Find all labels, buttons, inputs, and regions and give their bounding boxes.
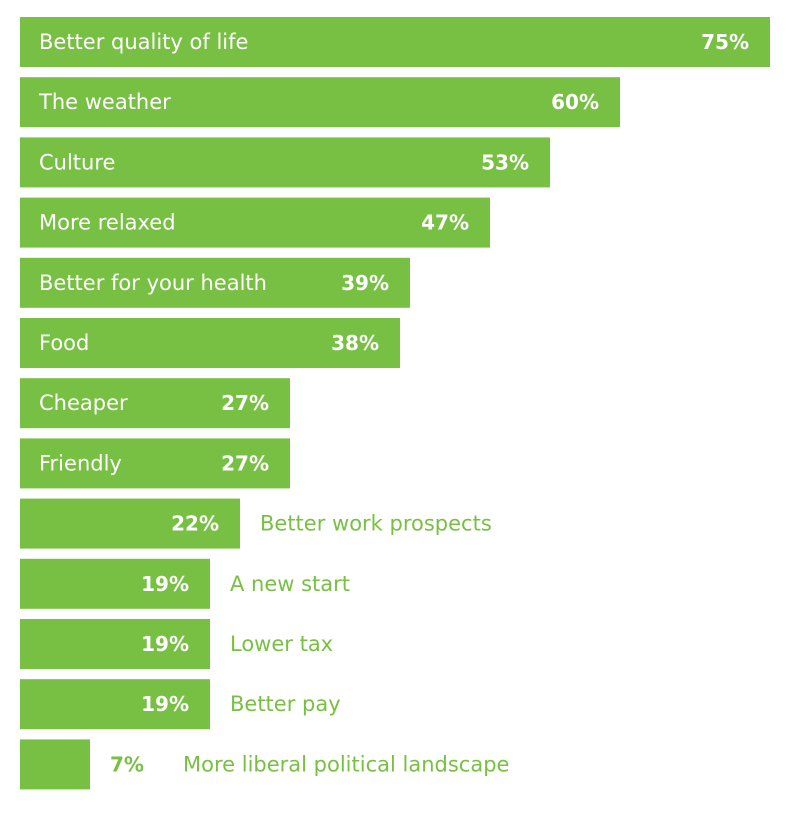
value-label-2: 53% <box>481 150 529 174</box>
bar-0 <box>20 17 770 67</box>
bar-11 <box>20 679 210 730</box>
category-label-5: Food <box>39 331 89 355</box>
value-label-0: 75% <box>701 30 749 54</box>
category-label-10: Lower tax <box>230 632 333 656</box>
bar-4 <box>20 257 410 308</box>
bar-1 <box>20 77 620 128</box>
bar-8 <box>20 498 240 549</box>
category-label-4: Better for your health <box>39 271 267 295</box>
category-label-2: Culture <box>39 150 115 174</box>
category-label-0: Better quality of life <box>39 30 248 54</box>
bar-7 <box>20 438 290 489</box>
value-label-10: 19% <box>141 632 189 656</box>
bar-3 <box>20 197 490 248</box>
value-label-5: 38% <box>331 331 379 355</box>
bar-9 <box>20 558 210 609</box>
value-label-12: 7% <box>110 752 144 776</box>
category-label-8: Better work prospects <box>260 512 492 536</box>
value-label-1: 60% <box>551 90 599 114</box>
bar-10 <box>20 619 210 669</box>
category-label-1: The weather <box>38 90 171 114</box>
category-label-7: Friendly <box>39 451 122 475</box>
bar-6 <box>20 378 290 429</box>
category-label-6: Cheaper <box>39 391 128 415</box>
value-label-8: 22% <box>171 512 219 536</box>
value-label-9: 19% <box>141 572 189 596</box>
category-label-12: More liberal political landscape <box>183 752 509 776</box>
bar-12 <box>20 739 90 790</box>
value-label-7: 27% <box>221 451 269 475</box>
category-label-3: More relaxed <box>39 211 176 235</box>
category-label-11: Better pay <box>230 692 341 716</box>
value-label-6: 27% <box>221 391 269 415</box>
value-label-11: 19% <box>141 692 189 716</box>
bar-2 <box>20 137 550 188</box>
value-label-3: 47% <box>421 211 469 235</box>
value-label-4: 39% <box>341 271 389 295</box>
category-label-9: A new start <box>230 572 350 596</box>
bar-5 <box>20 318 400 368</box>
